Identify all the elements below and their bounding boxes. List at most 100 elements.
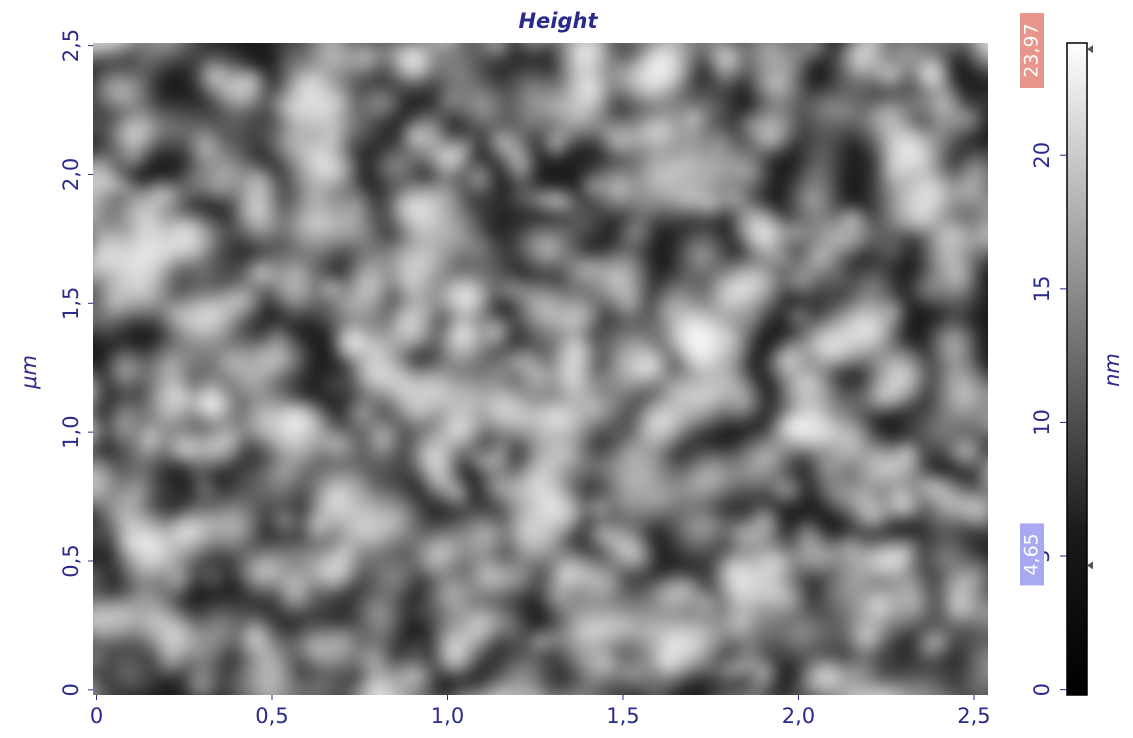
grain [334,456,377,507]
grain [93,113,97,141]
grain [204,640,274,695]
grain [65,365,92,395]
grain [207,160,275,223]
grain [868,340,934,410]
grain [710,245,786,314]
grain [413,531,463,582]
marker-box [1020,523,1044,586]
grain [404,594,437,626]
grain [271,576,317,620]
grain [587,643,625,679]
grain [987,661,988,666]
grain [783,300,815,334]
grain [791,113,853,183]
height-image [58,43,988,695]
grain [762,377,851,457]
grain [168,424,221,488]
grain [548,354,605,409]
y-tick-label: 1,5 [59,287,83,320]
colorbar-label: nm [1100,353,1124,387]
grain [798,304,886,375]
marker-label: 4,65 [1021,533,1043,575]
grain [58,615,89,645]
grain [885,568,941,638]
grain [120,43,211,75]
grain [459,229,501,264]
x-tick-label: 2,0 [782,704,815,728]
grain [400,101,458,172]
grain [548,298,631,368]
grain [869,43,907,56]
grain [93,644,108,687]
grain [143,200,223,264]
grain [354,658,444,695]
grain [776,256,827,302]
grain [268,43,337,113]
grain [690,585,789,665]
grain [386,302,449,362]
y-tick-label: 1,0 [59,415,83,448]
grain [93,554,116,603]
grain [93,69,159,125]
y-tick-label: 0,5 [59,544,83,577]
grain [501,141,541,188]
grain [544,185,580,217]
grain [770,339,811,376]
grain [406,186,481,245]
grain [265,505,304,536]
grain [929,567,988,616]
grain [863,57,905,96]
grain [946,429,988,477]
marker [1087,561,1093,570]
grain [518,360,564,398]
grain [93,240,176,320]
grain [667,121,763,199]
x-tick-label: 1,0 [431,704,464,728]
grain [722,515,767,556]
grain [616,616,707,695]
grain [917,238,963,286]
grain [810,468,859,517]
grain [375,43,443,88]
x-tick-label: 0 [90,704,103,728]
grain [920,626,960,659]
grain [790,512,827,556]
colorbar [1066,42,1088,696]
grain [503,503,545,552]
grain [530,621,574,655]
grain [93,368,108,418]
grain [266,280,329,336]
y-tick-label: 2,5 [59,29,83,62]
grain [578,170,607,202]
x-tick-label: 1,5 [606,704,639,728]
grain [456,602,501,658]
grain [961,43,988,73]
y-tick-label: 0 [59,683,83,696]
grain [694,345,753,407]
grain [642,51,692,96]
grain [445,43,524,79]
chart-title: Height [518,9,598,33]
grain [593,452,662,506]
grain [845,618,888,659]
grain [751,543,803,584]
grain [256,445,307,507]
grain [438,313,473,353]
grain [183,120,227,173]
grain [101,410,141,454]
grain [400,633,432,667]
grain [311,362,364,407]
grain [197,513,276,585]
grain [948,199,988,271]
grain [209,57,269,116]
x-tick-label: 0,5 [255,704,288,728]
grain [941,43,966,63]
grain [530,679,592,695]
colorbar-tick-label: 20 [1030,142,1054,169]
y-tick-label: 2,0 [59,158,83,191]
grain [925,340,988,419]
grain [280,617,349,674]
grain [296,542,358,599]
grain [657,371,689,403]
